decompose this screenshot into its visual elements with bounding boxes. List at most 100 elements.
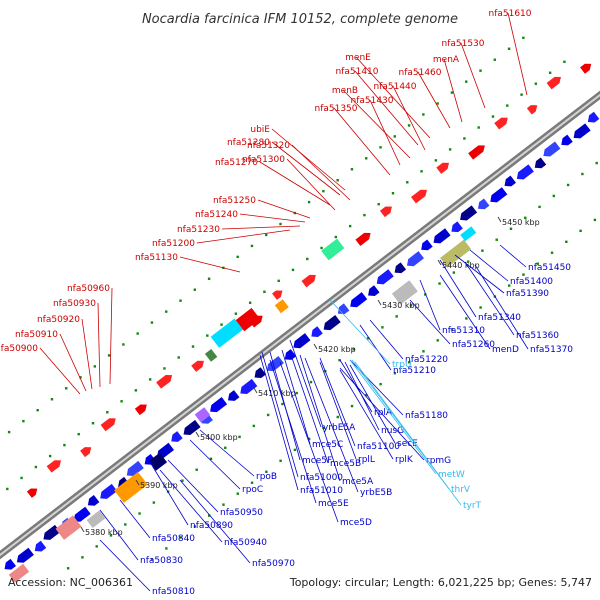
leader-line xyxy=(354,70,419,146)
leader-line xyxy=(460,42,486,109)
guide-dot xyxy=(465,80,468,83)
guide-dot xyxy=(79,376,82,379)
guide-dot xyxy=(77,432,80,436)
guide-dot xyxy=(450,91,454,94)
lower-gene-label: nfa51220 xyxy=(405,355,448,365)
leader-line xyxy=(369,99,401,166)
lower-gene-label: nfa51180 xyxy=(405,411,448,421)
leader-line xyxy=(281,349,311,445)
rna-gene-label: thrV xyxy=(451,485,471,495)
leader-line xyxy=(119,499,151,539)
lower-gene-label: mce5D xyxy=(340,518,372,528)
guide-dot xyxy=(109,534,113,537)
guide-dot xyxy=(406,181,409,184)
guide-dot xyxy=(550,251,554,254)
tick-label: 5440 kbp xyxy=(442,261,480,270)
gene-block xyxy=(210,318,244,348)
reverse-gene xyxy=(490,187,508,203)
guide-dot xyxy=(391,192,395,195)
upper-gene-label: nfa51200 xyxy=(152,239,195,249)
gene-block xyxy=(274,299,289,314)
lower-gene-label: nfa51210 xyxy=(393,366,436,376)
leader-line xyxy=(349,359,437,475)
lower-gene-label: mce5F xyxy=(302,456,332,466)
guide-dot xyxy=(91,422,95,425)
lower-gene-label: yrbE5B xyxy=(360,488,392,498)
leader-line xyxy=(344,361,380,431)
guide-dot xyxy=(495,238,498,241)
lower-gene-label: nfa50970 xyxy=(252,559,295,569)
guide-dot xyxy=(266,413,270,417)
lower-gene-label: mce5B xyxy=(330,459,361,469)
guide-dot xyxy=(295,391,298,395)
leader-line xyxy=(369,319,404,360)
tick-mark xyxy=(135,479,140,486)
tick-label: 5380 kbp xyxy=(85,528,123,537)
guide-dot xyxy=(393,372,397,375)
guide-dot xyxy=(477,126,480,129)
upper-gene-label: nfa51300 xyxy=(242,155,285,165)
guide-dot xyxy=(6,487,9,491)
guide-dot xyxy=(548,71,552,74)
guide-dot xyxy=(120,400,123,403)
lower-gene-label: nusG xyxy=(381,426,404,436)
upper-gene-label: nfa51280 xyxy=(227,138,270,148)
guide-dot xyxy=(36,408,39,412)
lower-gene-label: nfa51450 xyxy=(528,263,571,273)
guide-dot xyxy=(66,567,70,570)
forward-gene xyxy=(156,375,173,389)
upper-gene-label: nfa51250 xyxy=(213,196,256,206)
guide-dot xyxy=(407,361,411,364)
lower-gene-label: rplK xyxy=(395,455,414,465)
leader-line xyxy=(339,367,425,461)
rna-gene-label: metW xyxy=(438,470,465,480)
leader-line xyxy=(359,324,392,371)
guide-dot xyxy=(520,93,523,96)
guide-dot xyxy=(434,159,438,162)
tick-mark xyxy=(313,343,318,350)
leader-line xyxy=(257,199,311,219)
leader-line xyxy=(507,12,528,96)
guide-dot xyxy=(363,213,366,217)
guide-dot xyxy=(552,194,556,198)
guide-dot xyxy=(307,437,311,441)
reverse-gene xyxy=(460,205,478,221)
upper-gene-label: nfa51460 xyxy=(398,68,441,78)
reverse-gene xyxy=(293,333,311,349)
guide-dot xyxy=(281,402,284,406)
lower-gene-label: mce5C xyxy=(312,440,343,450)
guide-dot xyxy=(379,146,382,149)
guide-dot xyxy=(150,558,154,561)
lower-gene-label: yrbE5A xyxy=(323,423,356,433)
lower-gene-label: nfa50890 xyxy=(190,521,233,531)
reverse-gene xyxy=(100,483,118,499)
guide-dot xyxy=(506,104,509,107)
reverse-gene xyxy=(156,442,174,458)
guide-dot xyxy=(95,545,98,548)
tick-label: 5420 kbp xyxy=(318,345,356,354)
gene-block xyxy=(440,239,472,268)
guide-dot xyxy=(293,448,297,452)
leader-line xyxy=(333,107,391,176)
leader-line xyxy=(271,141,341,196)
leader-line xyxy=(319,361,357,460)
reverse-gene xyxy=(73,506,91,522)
reverse-gene xyxy=(240,378,258,394)
guide-dot xyxy=(177,356,180,359)
rna-gene-label: trpU xyxy=(392,360,412,370)
leader-line xyxy=(221,225,301,230)
guide-dot xyxy=(448,148,452,151)
reverse-gene xyxy=(171,431,183,442)
reverse-gene xyxy=(543,141,561,157)
tick-mark xyxy=(437,259,442,266)
guide-dot xyxy=(252,424,256,428)
guide-dot xyxy=(34,465,38,469)
upper-gene-label: menB xyxy=(332,86,358,96)
lower-gene-label: rpoB xyxy=(256,472,277,482)
guide-dot xyxy=(350,404,354,408)
reverse-gene xyxy=(266,356,284,372)
guide-dot xyxy=(452,271,456,274)
leader-line xyxy=(99,509,139,561)
guide-dot xyxy=(163,367,166,370)
reverse-gene xyxy=(376,269,394,285)
